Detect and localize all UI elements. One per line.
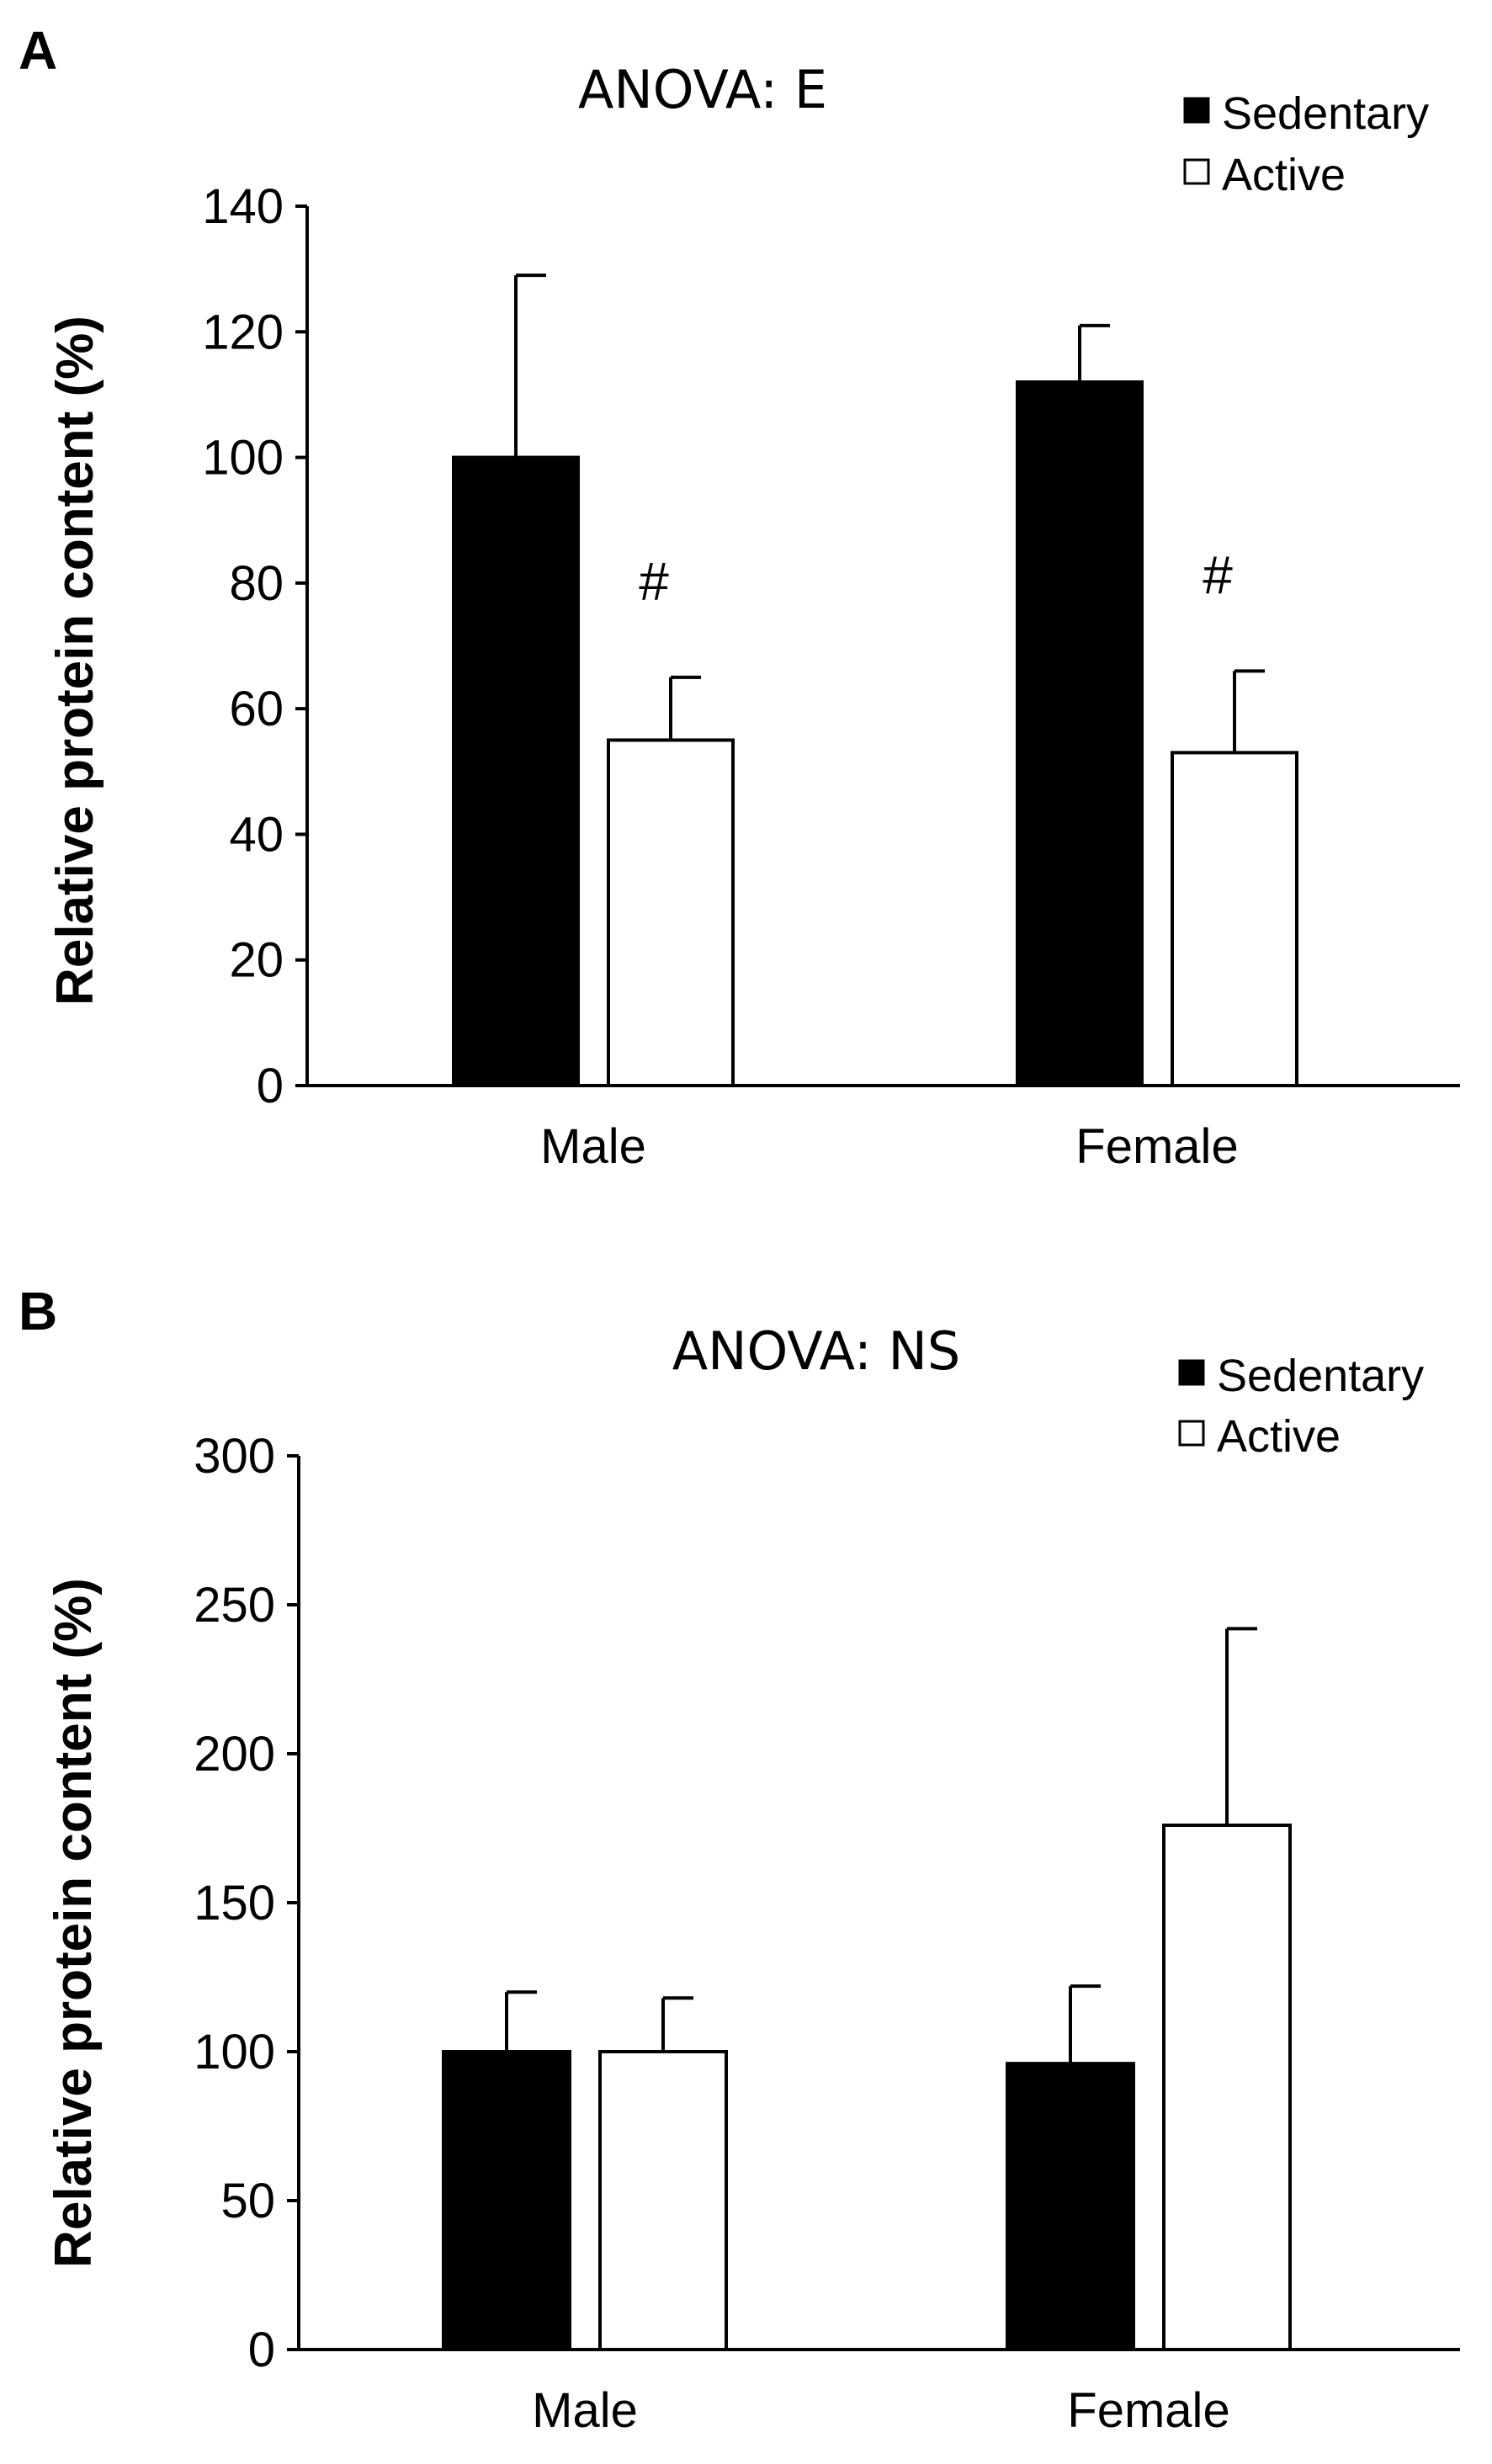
panel-b-legend: Sedentary Active (1178, 1351, 1424, 1462)
panel-a-error-bar-male-active (669, 675, 701, 741)
panel-b-bar-male-sedentary (442, 2050, 571, 2351)
panel-a-annotation-female-active: # (1203, 544, 1233, 605)
panel-a-legend: Sedentary Active (1183, 88, 1429, 200)
panel-b-legend-label-sedentary: Sedentary (1217, 1351, 1424, 1401)
panel-a-y-tick-label: 140 (202, 179, 284, 234)
panel-a-y-tick-label: 80 (229, 556, 284, 611)
panel-a-y-tick-label: 60 (229, 682, 284, 736)
panel-b-bar-female-active (1162, 1823, 1292, 2351)
panel-b-error-bar-female-active (1225, 1627, 1257, 1825)
panel-b-error-bar-male-active (661, 1996, 693, 2052)
panel-b-title: ANOVA: NS (672, 1320, 961, 1382)
panel-a-y-tick-label: 40 (229, 807, 284, 862)
panel-b-y-tick-label: 200 (194, 1727, 275, 1782)
panel-b-legend-swatch-active (1178, 1420, 1205, 1447)
panel-b-legend-label-active: Active (1217, 1411, 1341, 1462)
panel-a-x-categories: Male Female (540, 1119, 1239, 1174)
panel-b: B ANOVA: NS Relative protein content (%)… (19, 1281, 1460, 2438)
panel-a-bar-male-sedentary (452, 455, 580, 1087)
panel-b-y-tick-label: 250 (194, 1578, 275, 1633)
panel-a-y-ticks: 0 20 40 60 80 100 120 140 (202, 179, 307, 1113)
panel-a-bar-female-sedentary (1016, 380, 1144, 1087)
panel-a-legend-swatch-sedentary (1183, 97, 1210, 124)
panel-b-bars (442, 1823, 1292, 2351)
panel-b-error-bar-male-sedentary (505, 1990, 537, 2052)
panel-a-x-tick-label-female: Female (1075, 1119, 1238, 1174)
panel-b-x-tick-label-female: Female (1067, 2383, 1229, 2438)
panel-a-y-tick-label: 100 (202, 431, 284, 486)
panel-b-bar-female-sedentary (1006, 2062, 1135, 2351)
panel-a-error-bar-female-sedentary (1078, 323, 1110, 382)
panel-a-title: ANOVA: E (578, 59, 827, 120)
panel-b-y-tick-label: 50 (220, 2174, 275, 2228)
panel-a-bars (452, 380, 1298, 1088)
panel-b-error-bar-female-sedentary (1069, 1984, 1101, 2064)
panel-a-letter: A (19, 20, 57, 81)
panel-a-error-bar-female-active (1233, 669, 1265, 753)
panel-a-annotations: # # (639, 544, 1233, 611)
panel-a-error-bars (514, 273, 1265, 753)
panel-b-y-tick-label: 0 (248, 2323, 275, 2377)
panel-b-letter: B (19, 1281, 57, 1341)
panel-b-bar-male-active (598, 2050, 728, 2351)
panel-b-y-tick-label: 150 (194, 1876, 275, 1930)
panel-a: A ANOVA: E Relative protein content (%) … (19, 20, 1460, 1174)
panel-a-legend-swatch-active (1183, 158, 1210, 185)
panel-a-x-tick-label-male: Male (540, 1119, 646, 1174)
panel-b-y-tick-label: 300 (194, 1429, 275, 1484)
panel-b-y-ticks: 0 50 100 150 200 250 300 (194, 1429, 299, 2377)
panel-b-x-tick-label-male: Male (532, 2383, 638, 2438)
panel-a-legend-label-active: Active (1222, 150, 1346, 200)
panel-b-y-tick-label: 100 (194, 2025, 275, 2079)
panel-a-bar-female-active (1171, 751, 1298, 1088)
panel-a-bar-male-active (607, 738, 735, 1087)
panel-a-annotation-male-active: # (639, 551, 669, 612)
panel-a-error-bar-male-sedentary (514, 273, 546, 458)
panel-a-legend-label-sedentary: Sedentary (1222, 88, 1429, 139)
panel-b-error-bars (505, 1627, 1257, 2064)
panel-b-x-categories: Male Female (532, 2383, 1230, 2438)
panel-b-y-axis-label: Relative protein content (%) (45, 1578, 103, 2268)
panel-b-legend-swatch-sedentary (1178, 1359, 1205, 1386)
panel-a-y-tick-label: 20 (229, 933, 284, 988)
panel-a-y-tick-label: 120 (202, 305, 284, 359)
panel-a-y-axis-label: Relative protein content (%) (46, 316, 104, 1006)
panel-a-y-tick-label: 0 (257, 1059, 284, 1113)
